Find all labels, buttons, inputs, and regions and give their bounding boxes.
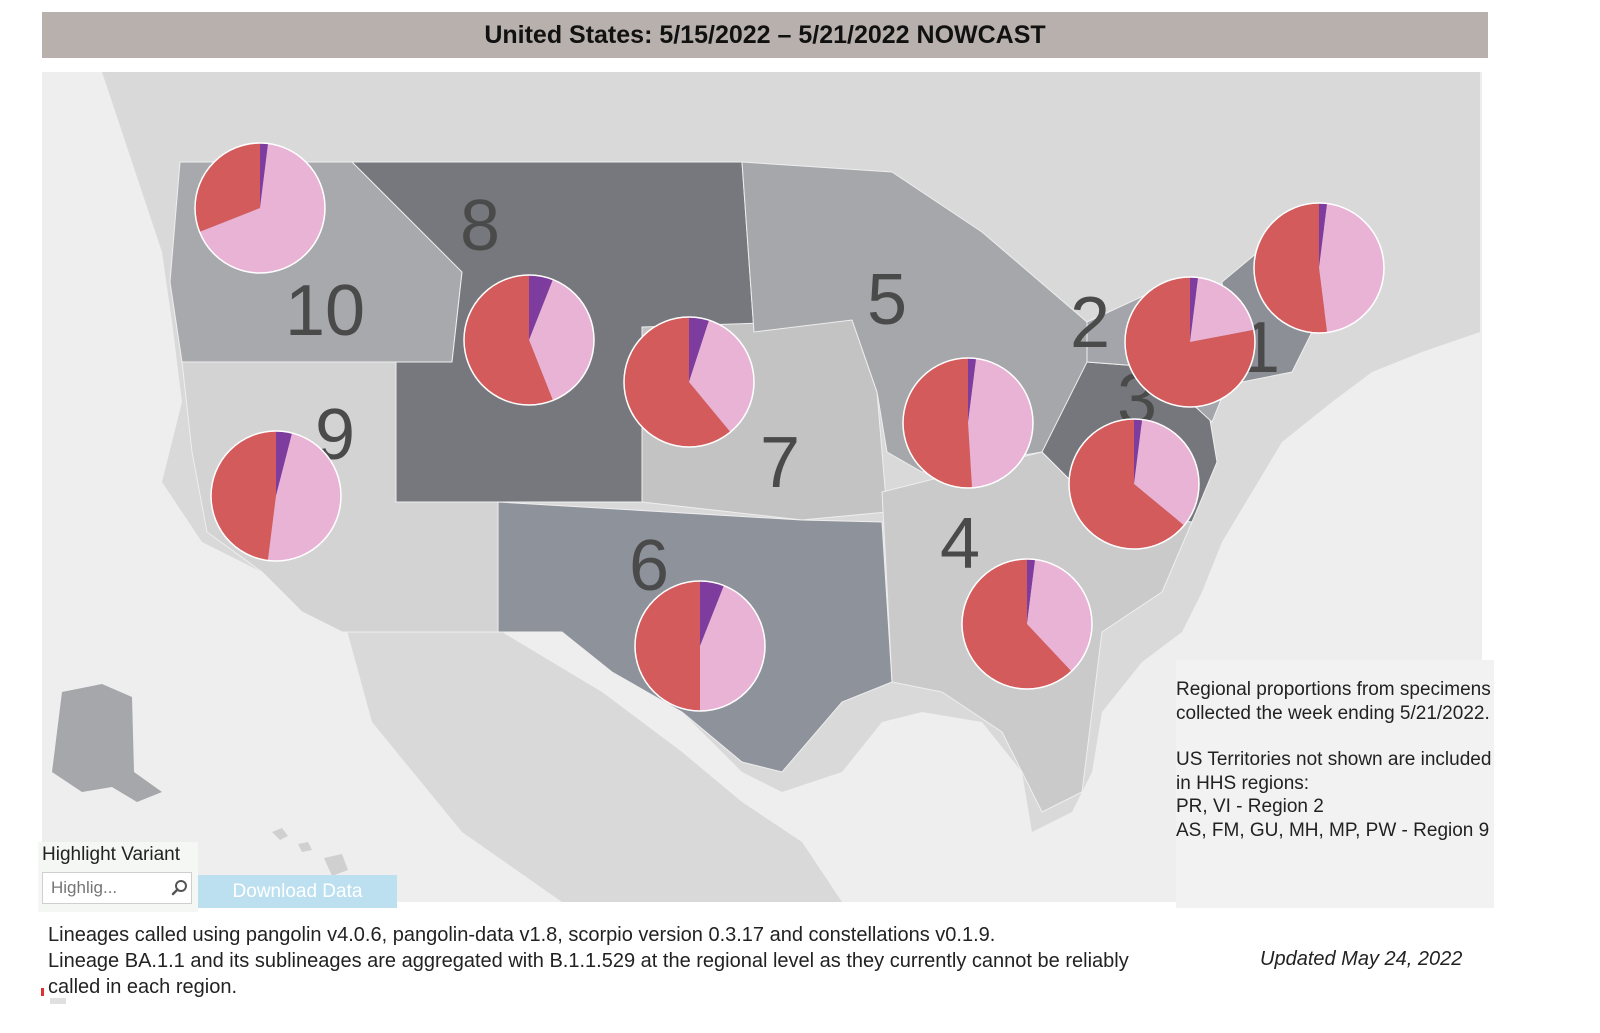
region-2-pie[interactable] bbox=[1124, 276, 1256, 408]
pie-slice-pink[interactable] bbox=[267, 433, 342, 562]
region-3-pie[interactable] bbox=[1068, 418, 1200, 550]
pie-slice-purple[interactable] bbox=[1134, 419, 1143, 484]
pie-slice-purple[interactable] bbox=[968, 357, 977, 423]
us-region-map[interactable]: 10 8 9 7 6 5 4 3 2 1 bbox=[42, 72, 1482, 902]
footnote: Lineages called using pangolin v4.0.6, p… bbox=[48, 922, 1168, 1000]
region-label-5: 5 bbox=[867, 260, 907, 340]
region-6-pie[interactable] bbox=[634, 580, 766, 712]
footnote-pangolin: Lineages called using pangolin v4.0.6, p… bbox=[48, 924, 996, 946]
pie-slice-purple[interactable] bbox=[1027, 559, 1036, 624]
pie-slice-purple[interactable] bbox=[529, 275, 553, 340]
region-label-2: 2 bbox=[1070, 283, 1110, 363]
region-label-10: 10 bbox=[285, 271, 365, 351]
pie-slice-red[interactable] bbox=[1254, 203, 1328, 333]
pie-slice-pink[interactable] bbox=[199, 143, 325, 273]
pie-slice-pink[interactable] bbox=[968, 358, 1034, 488]
pie-slice-pink[interactable] bbox=[1027, 559, 1093, 672]
pie-outline bbox=[634, 580, 766, 712]
pie-slice-red[interactable] bbox=[210, 430, 276, 561]
pie-slice-purple[interactable] bbox=[689, 317, 710, 382]
region-4-pie[interactable] bbox=[961, 558, 1093, 690]
pie-slice-red[interactable] bbox=[902, 358, 973, 488]
region-8-pie[interactable] bbox=[463, 274, 595, 406]
pie-slice-red[interactable] bbox=[1125, 277, 1256, 408]
info-collection-note: Regional proportions from specimens coll… bbox=[1176, 679, 1491, 724]
pie-slice-purple[interactable] bbox=[1190, 277, 1199, 342]
download-data-button[interactable]: Download Data bbox=[198, 875, 397, 908]
mexico-landmass bbox=[342, 612, 842, 902]
region-1-pie[interactable] bbox=[1253, 202, 1385, 334]
pie-slice-pink[interactable] bbox=[1190, 277, 1254, 342]
pie-slice-purple[interactable] bbox=[1319, 202, 1328, 268]
region-label-8: 8 bbox=[460, 186, 500, 266]
pie-slice-purple[interactable] bbox=[260, 143, 269, 208]
pie-outline bbox=[961, 558, 1093, 690]
footnote-aggregation: Lineage BA.1.1 and its sublineages are a… bbox=[48, 950, 1129, 998]
pie-outline bbox=[623, 316, 755, 448]
highlight-variant-label: Highlight Variant bbox=[42, 844, 181, 865]
region-10-pie[interactable] bbox=[194, 142, 326, 274]
cursor-marker bbox=[41, 988, 44, 996]
updated-date: Updated May 24, 2022 bbox=[1260, 948, 1463, 970]
pie-slice-pink[interactable] bbox=[1319, 203, 1385, 333]
pie-slice-red[interactable] bbox=[464, 275, 553, 405]
pie-slice-pink[interactable] bbox=[529, 279, 595, 401]
info-panel: Regional proportions from specimens coll… bbox=[1176, 660, 1494, 908]
highlight-variant-panel: Highlight Variant bbox=[38, 842, 198, 912]
pie-outline bbox=[1124, 276, 1256, 408]
region-9-pie[interactable] bbox=[210, 430, 342, 562]
pie-slice-red[interactable] bbox=[623, 317, 731, 447]
pie-slice-purple[interactable] bbox=[276, 431, 293, 496]
pie-outline bbox=[463, 274, 595, 406]
pie-slice-pink[interactable] bbox=[689, 320, 754, 433]
pie-slice-red[interactable] bbox=[962, 559, 1072, 690]
scroll-stub bbox=[50, 998, 66, 1004]
pie-slice-red[interactable] bbox=[635, 581, 700, 711]
region-5-pie[interactable] bbox=[902, 357, 1034, 489]
hawaii bbox=[272, 828, 348, 876]
pie-outline bbox=[194, 142, 326, 274]
pie-slice-pink[interactable] bbox=[700, 585, 766, 711]
region-label-7: 7 bbox=[760, 423, 800, 503]
alaska bbox=[52, 684, 162, 802]
region-label-4: 4 bbox=[940, 504, 980, 584]
pie-outline bbox=[1068, 418, 1200, 550]
info-territories-note: US Territories not shown are included in… bbox=[1176, 749, 1492, 841]
pie-slice-red[interactable] bbox=[1068, 419, 1185, 549]
search-icon[interactable] bbox=[171, 879, 189, 897]
highlight-variant-field[interactable] bbox=[42, 872, 192, 904]
pie-slice-pink[interactable] bbox=[1134, 419, 1199, 526]
map-canvas[interactable]: 10 8 9 7 6 5 4 3 2 1 bbox=[42, 72, 1482, 902]
pie-outline bbox=[210, 430, 342, 562]
region-7-pie[interactable] bbox=[623, 316, 755, 448]
pie-outline bbox=[1253, 202, 1385, 334]
pie-outline bbox=[902, 357, 1034, 489]
pie-slice-purple[interactable] bbox=[700, 581, 724, 646]
highlight-variant-input[interactable] bbox=[49, 877, 171, 899]
map-title: United States: 5/15/2022 – 5/21/2022 NOW… bbox=[42, 12, 1488, 58]
